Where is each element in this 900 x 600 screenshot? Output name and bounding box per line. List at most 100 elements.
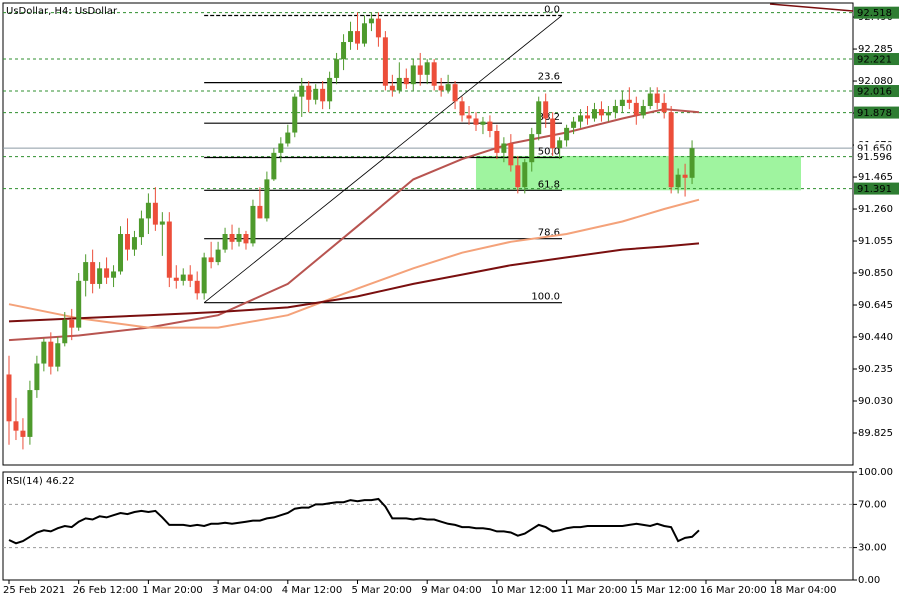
- candle-body: [612, 106, 618, 113]
- candle-body: [368, 18, 374, 24]
- candle-body: [522, 162, 528, 188]
- fib-level-label: 23.6: [538, 72, 560, 83]
- candle-body: [236, 234, 242, 242]
- candle-body: [27, 390, 33, 437]
- candle-body: [62, 319, 68, 344]
- rsi-y-tick-label: 0.00: [858, 575, 880, 586]
- candle-body: [348, 31, 354, 43]
- fib-level-label: 38.2: [538, 112, 560, 123]
- candle-body: [501, 143, 507, 153]
- candle-body: [257, 205, 263, 219]
- candle-body: [313, 88, 319, 100]
- candle-body: [571, 121, 577, 128]
- rsi-line: [8, 497, 700, 545]
- y-tick-label: 92.080: [858, 76, 893, 87]
- candle-body: [494, 130, 500, 153]
- x-tick-label: 4 Mar 12:00: [282, 585, 342, 596]
- candle-body: [83, 262, 89, 281]
- x-tick-label: 25 Feb 2021: [3, 585, 65, 596]
- x-tick-label: 16 Mar 20:00: [700, 585, 767, 596]
- candle-body: [564, 127, 570, 141]
- rsi-y-tick-label: 30.00: [858, 543, 887, 554]
- moving-average-ma_slow: [8, 242, 700, 323]
- candle-body: [138, 218, 144, 238]
- candle-body: [69, 319, 75, 328]
- candle-body: [654, 93, 660, 103]
- candle-body: [320, 88, 326, 102]
- slow-ma-edge: [769, 3, 854, 12]
- candle-body: [166, 221, 172, 278]
- y-tick-label: 91.465: [858, 172, 893, 183]
- candle-body: [633, 102, 639, 116]
- x-tick-label: 18 Mar 04:00: [770, 585, 837, 596]
- y-tick-label: 91.055: [858, 236, 893, 247]
- candle-body: [180, 274, 186, 281]
- x-tick-label: 15 Mar 12:00: [630, 585, 697, 596]
- y-tick-label: 90.850: [858, 268, 893, 279]
- y-tick-label: 90.645: [858, 300, 893, 311]
- y-tick-label: 91.260: [858, 204, 893, 215]
- candle-body: [605, 112, 611, 116]
- x-tick-label: 10 Mar 12:00: [491, 585, 558, 596]
- candle-body: [626, 99, 632, 103]
- candle-body: [661, 102, 667, 113]
- y-tick-label: 92.285: [858, 44, 893, 55]
- price-tag-bg: [854, 150, 899, 163]
- candle-body: [187, 274, 193, 281]
- candle-body: [145, 202, 151, 219]
- candle-body: [403, 77, 409, 85]
- candle-body: [682, 174, 688, 178]
- candle-body: [438, 85, 444, 91]
- price-tag-label: 91.878: [857, 108, 892, 119]
- candle-body: [689, 148, 695, 178]
- candle-body: [159, 221, 165, 225]
- fib-level-label: 50.0: [538, 147, 560, 158]
- x-tick-label: 9 Mar 04:00: [421, 585, 481, 596]
- candle-body: [410, 65, 416, 85]
- candle-body: [445, 84, 451, 91]
- price-tag-label: 91.650: [857, 144, 892, 155]
- candle-body: [529, 134, 535, 163]
- candle-body: [222, 234, 228, 250]
- candle-body: [452, 84, 458, 102]
- candle-body: [389, 85, 395, 91]
- candle-body: [194, 280, 200, 294]
- candle-body: [591, 109, 597, 119]
- x-tick-label: 11 Mar 20:00: [561, 585, 628, 596]
- price-tag-label: 91.391: [857, 184, 892, 195]
- candle-body: [48, 341, 54, 367]
- rsi-y-tick-label: 100.00: [858, 467, 893, 478]
- candle-body: [97, 268, 103, 284]
- y-tick-label: 89.825: [858, 428, 893, 439]
- moving-average-ma_mid: [8, 198, 700, 329]
- candle-body: [557, 140, 563, 149]
- moving-average-ma_fast: [8, 108, 700, 342]
- candle-body: [20, 430, 26, 437]
- price-tag-label: 92.016: [857, 87, 892, 98]
- fib-trend-line: [203, 15, 563, 303]
- x-tick-label: 26 Feb 12:00: [73, 585, 139, 596]
- candle-body: [473, 118, 479, 125]
- candle-body: [76, 280, 82, 328]
- candle-body: [271, 152, 277, 180]
- candle-body: [640, 106, 646, 116]
- rsi-y-tick-label: 70.00: [858, 499, 887, 510]
- candle-body: [250, 205, 256, 244]
- rsi-plot-frame: [2, 471, 854, 581]
- y-tick-label: 90.030: [858, 396, 893, 407]
- candle-body: [13, 421, 19, 431]
- candle-body: [34, 363, 40, 391]
- candle-body: [598, 109, 604, 116]
- price-tag-bg: [854, 53, 899, 66]
- candle-body: [619, 99, 625, 107]
- candle-body: [173, 277, 179, 281]
- candle-body: [375, 18, 381, 38]
- candle-body: [417, 65, 423, 75]
- candle-body: [334, 59, 340, 78]
- price-tag-bg: [854, 182, 899, 195]
- y-tick-label: 90.235: [858, 364, 893, 375]
- candle-body: [550, 118, 556, 149]
- price-tag-label: 91.596: [857, 152, 892, 163]
- candle-body: [201, 257, 207, 294]
